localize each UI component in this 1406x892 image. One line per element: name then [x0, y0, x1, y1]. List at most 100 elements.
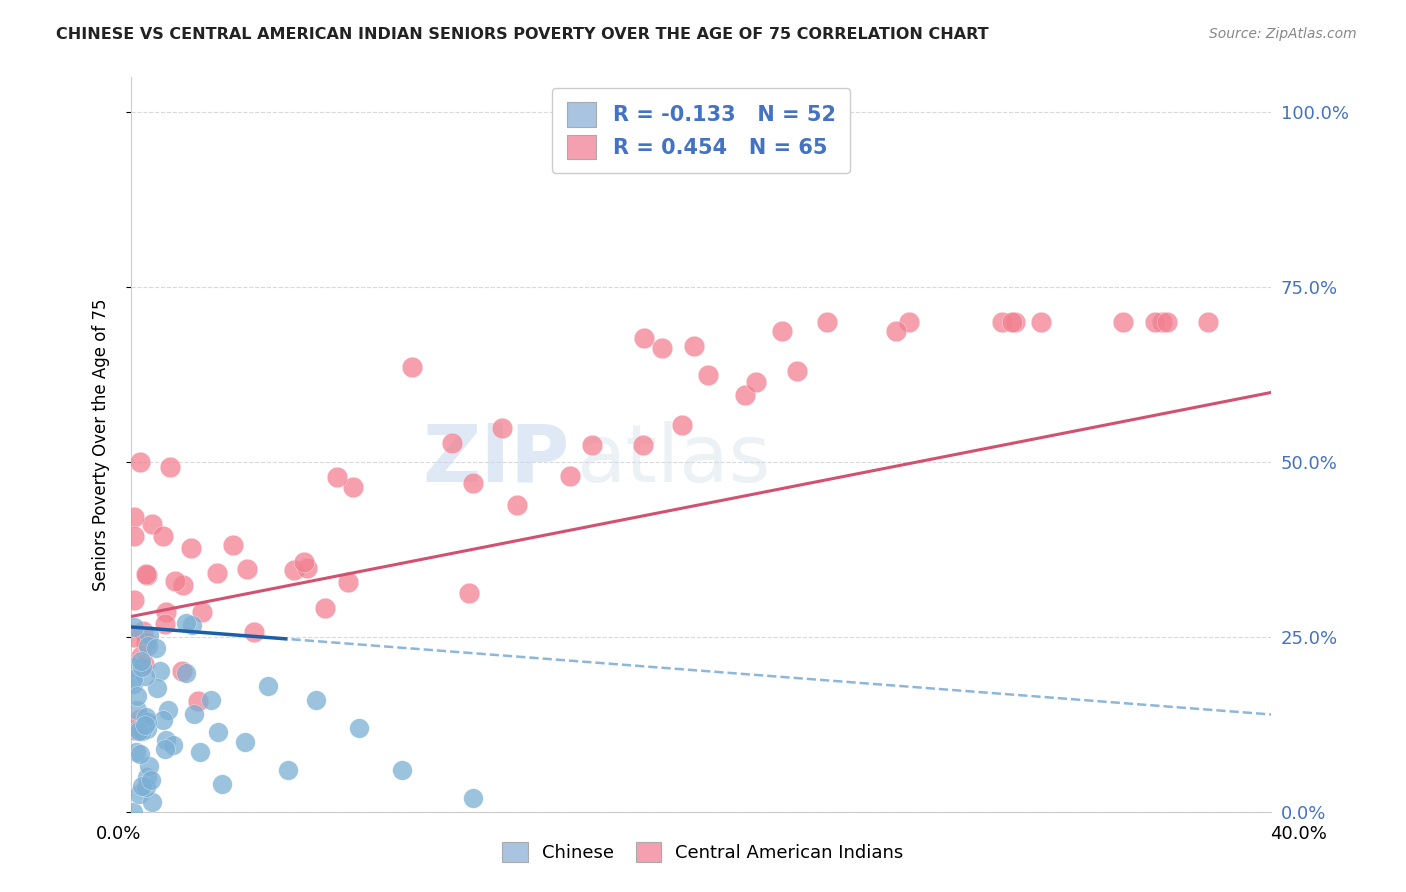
Point	[461, 475, 484, 490]
Point	[326, 469, 349, 483]
Point	[162, 738, 184, 752]
Point	[172, 578, 194, 592]
Point	[131, 660, 153, 674]
Point	[283, 563, 305, 577]
Point	[631, 438, 654, 452]
Point	[152, 713, 174, 727]
Point	[131, 724, 153, 739]
Point	[135, 780, 157, 794]
Point	[124, 620, 146, 634]
Point	[127, 690, 149, 704]
Point	[180, 541, 202, 556]
Point	[457, 585, 479, 599]
Point	[314, 600, 336, 615]
Point	[121, 805, 143, 820]
Text: Source: ZipAtlas.com: Source: ZipAtlas.com	[1209, 27, 1357, 41]
Point	[128, 747, 150, 761]
Point	[463, 791, 485, 805]
Point	[153, 617, 176, 632]
Point	[155, 605, 177, 619]
Point	[149, 665, 172, 679]
Point	[128, 788, 150, 802]
Point	[122, 676, 145, 690]
Text: CHINESE VS CENTRAL AMERICAN INDIAN SENIORS POVERTY OVER THE AGE OF 75 CORRELATIO: CHINESE VS CENTRAL AMERICAN INDIAN SENIO…	[56, 27, 988, 42]
Point	[1001, 315, 1024, 329]
Point	[121, 672, 143, 686]
Text: 40.0%: 40.0%	[1271, 825, 1327, 843]
Point	[897, 315, 920, 329]
Point	[129, 648, 152, 663]
Point	[174, 666, 197, 681]
Point	[174, 616, 197, 631]
Point	[136, 639, 159, 653]
Point	[401, 359, 423, 374]
Point	[1112, 315, 1135, 329]
Point	[683, 339, 706, 353]
Point	[233, 735, 256, 749]
Text: atlas: atlas	[575, 421, 770, 499]
Point	[181, 618, 204, 632]
Point	[135, 566, 157, 581]
Point	[145, 640, 167, 655]
Point	[991, 315, 1014, 329]
Point	[347, 722, 370, 736]
Point	[141, 517, 163, 532]
Point	[1031, 315, 1053, 329]
Point	[128, 724, 150, 739]
Point	[222, 538, 245, 552]
Text: 0.0%: 0.0%	[96, 825, 141, 843]
Point	[134, 657, 156, 672]
Point	[155, 732, 177, 747]
Point	[187, 694, 209, 708]
Point	[134, 715, 156, 730]
Point	[129, 455, 152, 469]
Point	[651, 341, 673, 355]
Point	[734, 388, 756, 402]
Y-axis label: Seniors Poverty Over the Age of 75: Seniors Poverty Over the Age of 75	[93, 299, 110, 591]
Point	[558, 468, 581, 483]
Point	[257, 680, 280, 694]
Point	[163, 574, 186, 588]
Point	[122, 660, 145, 674]
Legend: R = -0.133   N = 52, R = 0.454   N = 65: R = -0.133 N = 52, R = 0.454 N = 65	[553, 87, 851, 173]
Point	[157, 703, 180, 717]
Point	[131, 779, 153, 793]
Point	[505, 498, 527, 512]
Point	[884, 324, 907, 338]
Point	[152, 529, 174, 543]
Point	[243, 625, 266, 640]
Point	[122, 528, 145, 542]
Point	[786, 364, 808, 378]
Point	[1143, 315, 1166, 329]
Point	[440, 436, 463, 450]
Point	[297, 561, 319, 575]
Point	[139, 772, 162, 787]
Point	[153, 742, 176, 756]
Point	[235, 562, 257, 576]
Point	[125, 745, 148, 759]
Point	[391, 764, 413, 778]
Text: ZIP: ZIP	[423, 421, 569, 499]
Point	[581, 438, 603, 452]
Point	[205, 566, 228, 580]
Point	[128, 712, 150, 726]
Point	[122, 593, 145, 607]
Point	[134, 669, 156, 683]
Point	[136, 770, 159, 784]
Point	[138, 759, 160, 773]
Point	[1156, 315, 1178, 329]
Point	[697, 368, 720, 382]
Point	[1004, 315, 1026, 329]
Point	[122, 510, 145, 524]
Point	[188, 745, 211, 759]
Point	[292, 555, 315, 569]
Point	[129, 654, 152, 668]
Point	[211, 777, 233, 791]
Point	[183, 707, 205, 722]
Point	[342, 480, 364, 494]
Point	[138, 628, 160, 642]
Point	[770, 324, 793, 338]
Point	[200, 693, 222, 707]
Point	[491, 420, 513, 434]
Point	[671, 417, 693, 432]
